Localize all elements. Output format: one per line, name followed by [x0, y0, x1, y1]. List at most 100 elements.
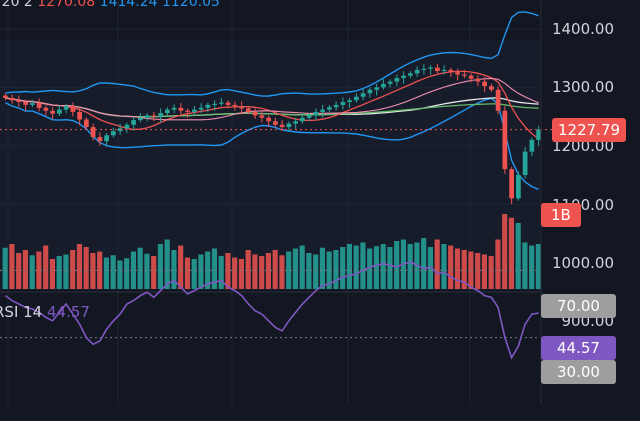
volume-bar — [76, 244, 82, 289]
volume-bar — [279, 255, 285, 289]
volume-bar — [90, 253, 96, 289]
volume-bar — [252, 254, 258, 289]
candle-body — [354, 96, 359, 101]
volume-bar — [488, 256, 494, 289]
candle-body — [232, 104, 238, 107]
volume-bar — [36, 251, 42, 289]
candle-body — [3, 95, 8, 98]
candle-body — [9, 97, 15, 101]
rsi-legend: RSI 14 44.57 — [0, 303, 90, 321]
candle-body — [293, 121, 298, 124]
volume-bar — [387, 247, 393, 289]
volume-bar — [448, 245, 454, 289]
candle-body — [266, 117, 271, 122]
bollinger-basis — [5, 77, 539, 121]
candle-body — [300, 117, 305, 122]
candle-body — [279, 124, 285, 128]
rsi-line — [4, 261, 539, 360]
volume-bar — [70, 250, 76, 289]
candle-body — [489, 86, 494, 90]
candle-body — [138, 117, 143, 121]
volume-bar — [178, 245, 184, 289]
candle-body — [219, 102, 224, 104]
candle-body — [198, 107, 204, 110]
candle-body — [320, 109, 325, 112]
volume-bar — [407, 244, 413, 289]
volume-bar — [43, 245, 49, 289]
candle-body — [111, 131, 116, 136]
volume-bar — [475, 253, 481, 289]
candle-body — [259, 115, 265, 118]
candle-body — [158, 113, 163, 117]
candle-body — [192, 109, 197, 112]
volume-bar — [502, 214, 508, 289]
volume-bar — [164, 239, 170, 289]
volume-bar — [211, 248, 217, 289]
volume-bar — [292, 248, 298, 289]
candle-body — [77, 111, 82, 120]
volume-bar — [367, 248, 373, 289]
price-axis-label-1300: 1300.00 — [551, 78, 614, 96]
bollinger-legend: BB 20 2 1270.08 1414.24 1120.05 — [0, 0, 220, 10]
volume-bar — [232, 257, 238, 289]
price-axis-label-1400: 1400.00 — [551, 20, 614, 38]
candle-body — [273, 121, 278, 125]
volume-bar — [22, 250, 28, 289]
candle-body — [435, 67, 440, 72]
bb-mid-value: 1414.24 — [99, 0, 158, 10]
candle-body — [151, 115, 157, 117]
price-axis-label-1000: 1000.00 — [551, 254, 614, 272]
volume-bar — [191, 259, 197, 289]
candle-body — [455, 72, 460, 75]
candle-body — [347, 100, 352, 102]
candle-body — [340, 102, 346, 105]
bb-lower-value: 1120.05 — [162, 0, 220, 10]
candle-body — [360, 93, 366, 97]
rsi-value-tag: 44.57 — [541, 336, 616, 360]
volume-bar — [373, 246, 379, 289]
volume-bar — [124, 258, 130, 289]
candle-body — [516, 175, 521, 199]
candle-body — [171, 107, 177, 110]
bb-label: BB 20 2 — [0, 0, 33, 10]
volume-bar — [529, 245, 535, 289]
volume-bar — [259, 256, 265, 289]
volume-bar — [427, 247, 433, 289]
volume-bar — [110, 255, 116, 289]
candle-body — [131, 120, 136, 125]
volume-bar — [454, 248, 460, 289]
candle-body — [327, 107, 332, 110]
rsi-upper-band-tag: 70.00 — [541, 294, 616, 318]
volume-bar — [157, 244, 163, 289]
volume-bar — [481, 254, 487, 289]
bollinger-lower-band — [5, 97, 539, 191]
volume-bar — [144, 253, 150, 289]
volume-bar — [286, 251, 292, 289]
candle-body — [482, 81, 487, 87]
candle-body — [428, 67, 433, 69]
volume-bar — [2, 247, 8, 289]
candle-body — [57, 109, 62, 114]
volume-bar — [461, 250, 467, 289]
candle-body — [475, 78, 481, 82]
candle-body — [239, 106, 244, 109]
candle-body — [495, 89, 501, 111]
volume-bar — [515, 223, 521, 289]
volume-bar — [83, 247, 89, 289]
volume-bar — [508, 217, 514, 289]
candle-body — [286, 123, 292, 128]
candle-body — [30, 103, 35, 105]
candle-body — [441, 69, 447, 72]
volume-tag: 1B — [541, 203, 581, 227]
volume-bar — [535, 244, 541, 289]
candle-body — [468, 75, 474, 79]
volume-bar — [238, 259, 244, 289]
candle-body — [374, 87, 379, 90]
volume-bar — [522, 242, 528, 289]
volume-bar — [340, 247, 346, 289]
volume-bar — [171, 250, 177, 289]
volume-bar — [9, 244, 15, 289]
bollinger-upper-band — [5, 11, 539, 97]
